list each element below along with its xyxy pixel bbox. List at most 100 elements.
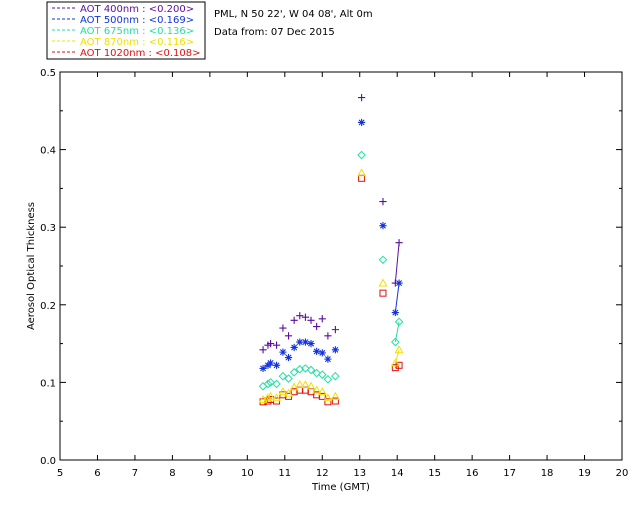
data-point [289,368,299,377]
data-point [301,313,310,321]
series-line [394,283,400,313]
data-point [331,397,339,405]
data-point [391,337,400,347]
data-point [284,388,293,397]
data-point [301,364,310,373]
y-tick-label: 0.5 [40,68,56,79]
data-point [331,326,339,334]
data-point [259,346,267,354]
site-label: PML, N 50 22', W 04 08', Alt 0m [214,9,373,20]
data-point [263,379,273,389]
data-point [391,279,399,287]
data-point [331,346,339,354]
data-point [266,359,275,367]
x-tick-label: 11 [278,468,291,479]
data-point [390,358,400,367]
x-tick-label: 5 [57,468,63,479]
y-tick-label: 0.3 [40,223,56,234]
data-point [379,289,387,297]
x-tick-label: 20 [616,468,629,479]
data-point [307,340,315,348]
series-2 [258,150,404,391]
x-tick-label: 15 [428,468,441,479]
data-point [301,338,310,346]
data-point [266,340,275,348]
data-point [324,332,332,340]
data-point [378,278,388,287]
data-point [306,365,316,375]
legend-entry: AOT 1020nm : <0.108> [80,48,200,59]
data-point [312,368,321,378]
x-tick-label: 17 [503,468,516,479]
data-point [279,348,287,356]
x-tick-label: 6 [94,468,100,479]
data-point [357,150,366,160]
x-tick-label: 13 [353,468,366,479]
data-point [391,364,399,372]
data-point [279,324,287,332]
data-point [324,355,332,363]
data-point [318,349,326,357]
data-point [379,197,387,206]
legend-entry: AOT 500nm : <0.169> [80,15,194,26]
data-point [284,353,293,362]
data-point [278,387,288,396]
data-point [259,364,267,373]
data-point [395,239,403,247]
data-point [330,391,340,400]
data-point [323,393,333,402]
data-point [289,382,299,391]
y-axis-title: Aerosol Optical Thickness [26,202,37,330]
data-point [284,332,293,340]
data-point [272,361,281,369]
data-point [300,380,310,389]
data-point [278,371,288,381]
data-point [312,385,322,394]
data-point [394,317,404,327]
data-point [358,118,366,127]
x-tick-label: 9 [207,468,213,479]
data-point [357,168,367,177]
data-point [318,392,326,400]
axis-ticks: 5 6 7 8 9 10 11 12 13 14 15 16 17 18 19 20 0.0 0.1 0.2 0.3 0… [40,68,628,479]
data-point [395,279,403,287]
data-point [266,378,275,387]
data-point [306,381,316,390]
x-tick-label: 10 [241,468,254,479]
y-tick-label: 0.1 [40,378,56,389]
data-point [313,322,321,331]
data-point [391,308,399,317]
series-layer [258,94,404,406]
data-point [317,387,327,396]
data-point [290,316,298,324]
x-tick-label: 16 [466,468,479,479]
y-tick-label: 0.2 [40,301,56,312]
data-point [331,371,340,381]
data-point [266,391,276,400]
legend-entry: AOT 870nm : <0.116> [80,37,194,48]
data-point [272,341,281,349]
data-point [323,374,333,384]
data-point [272,393,282,402]
legend: AOT 400nm : <0.200>AOT 500nm : <0.169>AO… [46,1,206,60]
x-tick-label: 14 [391,468,404,479]
data-point [379,222,387,230]
data-point [395,361,403,369]
data-point [296,338,304,346]
data-point [394,345,404,354]
y-tick-label: 0.4 [40,146,56,157]
legend-entry: AOT 675nm : <0.136> [80,26,194,37]
x-tick-label: 8 [169,468,175,479]
data-point [317,370,327,379]
x-tick-label: 12 [316,468,329,479]
date-label: Data from: 07 Dec 2015 [214,27,335,38]
data-point [263,393,273,402]
data-point [313,347,321,355]
x-axis-title: Time (GMT) [311,482,370,493]
data-point [324,398,332,406]
data-point [296,312,304,320]
series-3 [258,168,404,403]
legend-entry: AOT 400nm : <0.200> [80,4,194,15]
data-point [258,381,268,391]
